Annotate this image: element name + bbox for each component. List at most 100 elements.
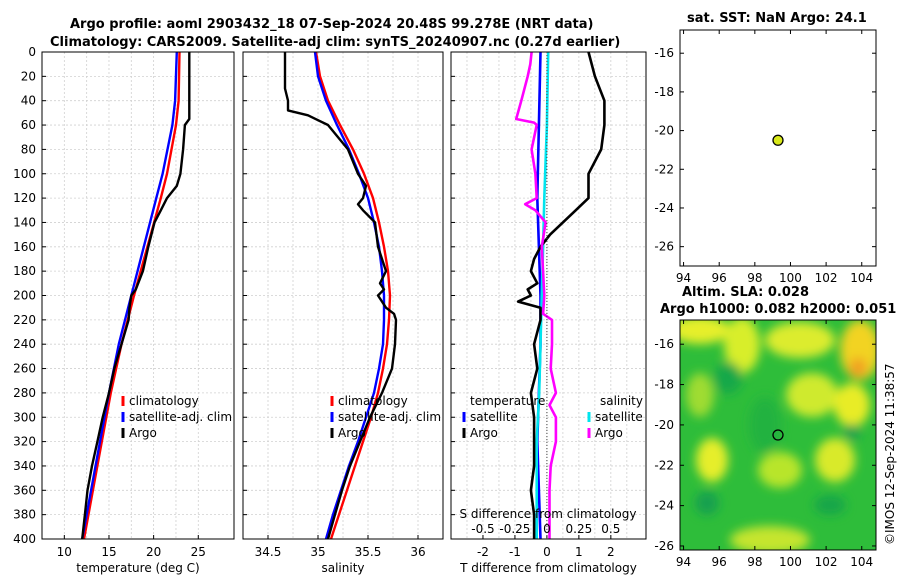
credit-stamp: ©IMOS 12-Sep-2024 11:38:57 bbox=[883, 363, 897, 545]
depth-tick-label: 200 bbox=[13, 289, 36, 303]
legend-label: climatology bbox=[129, 394, 199, 408]
series-line-satellite-adj-clim bbox=[81, 51, 178, 540]
depth-tick-label: 40 bbox=[21, 94, 36, 108]
map-y-tick-label: -16 bbox=[654, 46, 674, 60]
depth-tick-label: 60 bbox=[21, 118, 36, 132]
x-tick-label: 35 bbox=[310, 545, 325, 559]
depth-tick-label: 160 bbox=[13, 240, 36, 254]
x-axis-label: temperature (deg C) bbox=[76, 561, 199, 575]
sla-map: 94 96 98 100 102 104 -16 -18 -20 -22 -24 -26 bbox=[654, 319, 877, 569]
depth-tick-label: 120 bbox=[13, 191, 36, 205]
depth-tick-label: 320 bbox=[13, 435, 36, 449]
map-y-tick-label: -18 bbox=[654, 85, 674, 99]
s-tick-label: -0.25 bbox=[499, 522, 530, 536]
x-tick-label: 2 bbox=[607, 545, 615, 559]
x-tick-label: 34.5 bbox=[255, 545, 282, 559]
x-tick-label: 20 bbox=[146, 545, 161, 559]
depth-tick-label: 220 bbox=[13, 313, 36, 327]
s-tick-label: 0.25 bbox=[566, 522, 593, 536]
legend-label: satellite bbox=[595, 410, 643, 424]
map-x-tick-label: 104 bbox=[850, 271, 873, 285]
depth-tick-label: 300 bbox=[13, 410, 36, 424]
x-tick-label: -2 bbox=[477, 545, 489, 559]
map-y-tick-label: -26 bbox=[654, 539, 674, 553]
s-axis-label: S difference from climatology bbox=[460, 507, 637, 521]
map-y-tick-label: -22 bbox=[654, 162, 674, 176]
map-x-tick-label: 96 bbox=[712, 271, 727, 285]
title-line1: Argo profile: aoml 2903432_18 07-Sep-202… bbox=[70, 17, 594, 32]
depth-tick-label: 140 bbox=[13, 215, 36, 229]
x-tick-label: 36 bbox=[410, 545, 425, 559]
map-y-tick-label: -20 bbox=[654, 418, 674, 432]
depth-tick-label: 0 bbox=[28, 45, 36, 59]
map-x-tick-label: 104 bbox=[850, 555, 873, 569]
sst-title: sat. SST: NaN Argo: 24.1 bbox=[687, 11, 867, 26]
depth-axis: 0 20 40 60 80 100 120 140 160 180 200 220 240 260 280 3… bbox=[13, 45, 36, 546]
map-x-tick-label: 102 bbox=[815, 555, 838, 569]
x-tick-label: 35.5 bbox=[355, 545, 382, 559]
map-x-tick-label: 96 bbox=[712, 555, 727, 569]
series-line-climatology bbox=[82, 51, 181, 540]
s-tick-label: 0.5 bbox=[601, 522, 620, 536]
map-y-tick-label: -22 bbox=[654, 458, 674, 472]
depth-tick-label: 240 bbox=[13, 337, 36, 351]
x-tick-label: 15 bbox=[101, 545, 116, 559]
map-y-tick-label: -24 bbox=[654, 499, 674, 513]
x-tick-label: 1 bbox=[575, 545, 583, 559]
map-x-tick-label: 100 bbox=[779, 555, 802, 569]
depth-tick-label: 180 bbox=[13, 264, 36, 278]
legend-label: Argo bbox=[338, 426, 366, 440]
x-tick-label: 25 bbox=[191, 545, 206, 559]
x-axis-label: salinity bbox=[321, 561, 364, 575]
depth-tick-label: 260 bbox=[13, 362, 36, 376]
legend-header: salinity bbox=[600, 394, 643, 408]
series-line-argo bbox=[81, 52, 191, 540]
title-line2: Climatology: CARS2009. Satellite-adj cli… bbox=[50, 35, 620, 50]
salinity-panel: 34.5 35 35.5 36 salinity climatology satellite… bbox=[242, 51, 444, 575]
depth-tick-label: 20 bbox=[21, 69, 36, 83]
legend-label: climatology bbox=[338, 394, 408, 408]
depth-tick-label: 340 bbox=[13, 459, 36, 473]
sla-title-2: Argo h1000: 0.082 h2000: 0.051 bbox=[660, 302, 896, 317]
map-x-tick-label: 100 bbox=[779, 271, 802, 285]
sla-map-frame bbox=[679, 319, 877, 551]
depth-tick-label: 360 bbox=[13, 483, 36, 497]
series-line-argo bbox=[283, 52, 398, 540]
plot-frame bbox=[242, 51, 444, 540]
depth-tick-label: 400 bbox=[13, 532, 36, 546]
map-x-tick-label: 102 bbox=[815, 271, 838, 285]
legend-label: Argo bbox=[129, 426, 157, 440]
legend-header: temperature bbox=[470, 394, 545, 408]
legend-label: Argo bbox=[470, 426, 498, 440]
sst-map-frame bbox=[679, 29, 877, 267]
map-y-tick-label: -16 bbox=[654, 337, 674, 351]
sla-field bbox=[680, 320, 876, 550]
sla-title-1: Altim. SLA: 0.028 bbox=[682, 285, 809, 300]
x-axis-label: T difference from climatology bbox=[459, 561, 637, 575]
argo-location-marker bbox=[772, 429, 784, 441]
difference-panel: -2 -1 0 1 2 T difference from climatology S di… bbox=[450, 51, 647, 575]
map-y-tick-label: -20 bbox=[654, 124, 674, 138]
legend-label: satellite-adj. clim bbox=[338, 410, 441, 424]
x-tick-label: -1 bbox=[509, 545, 521, 559]
legend-label: Argo bbox=[595, 426, 623, 440]
depth-tick-label: 280 bbox=[13, 386, 36, 400]
plot-frame bbox=[41, 51, 235, 540]
legend-label: satellite bbox=[470, 410, 518, 424]
depth-tick-label: 80 bbox=[21, 142, 36, 156]
series-line-salinity-argo bbox=[514, 51, 558, 539]
map-y-tick-label: -18 bbox=[654, 378, 674, 392]
sst-map: 94 96 98 100 102 104 -16 -18 -20 -22 -24 -26 bbox=[654, 29, 877, 285]
series-line-satellite-adj-clim bbox=[313, 51, 386, 540]
series-line-temperature-argo bbox=[516, 51, 606, 539]
s-tick-label: -0.5 bbox=[471, 522, 494, 536]
plot-frame bbox=[450, 51, 647, 540]
map-x-tick-label: 94 bbox=[676, 555, 691, 569]
argo-location-marker bbox=[772, 134, 784, 146]
temperature-panel: 10 15 20 25 temperature (deg C) climatology sa… bbox=[41, 51, 235, 575]
s-tick-label: 0 bbox=[543, 522, 551, 536]
map-y-tick-label: -26 bbox=[654, 240, 674, 254]
depth-tick-label: 100 bbox=[13, 167, 36, 181]
depth-tick-label: 380 bbox=[13, 508, 36, 522]
